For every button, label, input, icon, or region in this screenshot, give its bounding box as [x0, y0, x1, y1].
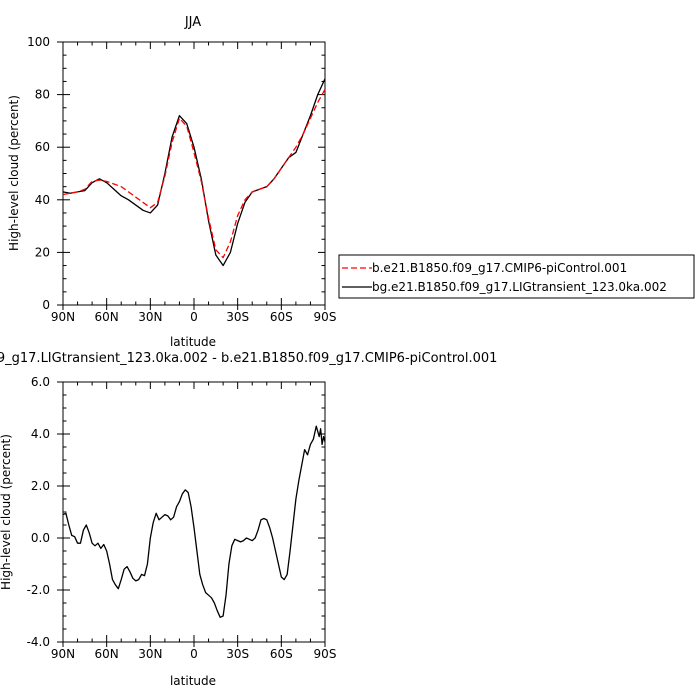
top-y-tick-label: 0 [42, 298, 50, 312]
bottom-axis-ticks: 90N 60N 30N 0 30S 60S 90S -4.0 -2.0 0.0 2.0 4.0 6.0 [27, 375, 337, 661]
top-x-tick-label: 30S [226, 310, 249, 324]
top-x-tick-label: 60S [270, 310, 293, 324]
bottom-x-tick-label: 90N [51, 647, 75, 661]
top-x-tick-label: 90S [314, 310, 337, 324]
bottom-plot-frame [62, 381, 326, 643]
bottom-y-tick-label: 0.0 [31, 531, 50, 545]
top-x-tick-label: 0 [190, 310, 198, 324]
bottom-x-tick-label: 60N [95, 647, 119, 661]
top-x-tick-label: 60N [95, 310, 119, 324]
legend-entry-ligtransient: bg.e21.B1850.f09_g17.LIGtransient_123.0k… [372, 280, 667, 294]
top-plot-frame [62, 41, 326, 306]
bottom-y-tick-label: -4.0 [27, 635, 50, 649]
top-x-tick-label: 90N [51, 310, 75, 324]
bottom-y-tick-label: 4.0 [31, 427, 50, 441]
top-y-axis-label: High-level cloud (percent) [7, 95, 21, 251]
top-x-axis-label: latitude [170, 335, 216, 349]
top-y-tick-label: 60 [35, 140, 50, 154]
bottom-chart-title: bg.e21.B1850.f09_g17.LIGtransient_123.0k… [0, 351, 497, 366]
top-series-line-1 [62, 78, 326, 267]
top-x-tick-label: 30N [138, 310, 162, 324]
top-y-tick-label: 40 [35, 193, 50, 207]
top-series-line-0 [62, 89, 326, 259]
top-chart-title: JJA [184, 15, 201, 30]
bottom-y-tick-label: 6.0 [31, 375, 50, 389]
bottom-x-tick-label: 0 [190, 647, 198, 661]
bottom-x-axis-label: latitude [170, 674, 216, 688]
top-axis-ticks: 90N 60N 30N 0 30S 60S 90S 0 20 40 60 80 100 [27, 35, 336, 324]
bottom-x-tick-label: 30S [226, 647, 249, 661]
bottom-y-tick-label: -2.0 [27, 583, 50, 597]
legend-entry-picontrol: b.e21.B1850.f09_g17.CMIP6-piControl.001 [372, 261, 627, 275]
top-y-tick-label: 20 [35, 245, 50, 259]
top-series-group [62, 78, 326, 267]
bottom-x-tick-label: 30N [138, 647, 162, 661]
legend-box [338, 254, 695, 299]
bottom-y-axis-label: High-level cloud (percent) [0, 434, 13, 590]
bottom-y-tick-label: 2.0 [31, 479, 50, 493]
bottom-series-group [62, 425, 326, 618]
bottom-x-tick-label: 90S [314, 647, 337, 661]
top-y-tick-label: 80 [35, 88, 50, 102]
top-y-tick-label: 100 [27, 35, 50, 49]
bottom-x-tick-label: 60S [270, 647, 293, 661]
bottom-series-line-0 [62, 425, 326, 618]
